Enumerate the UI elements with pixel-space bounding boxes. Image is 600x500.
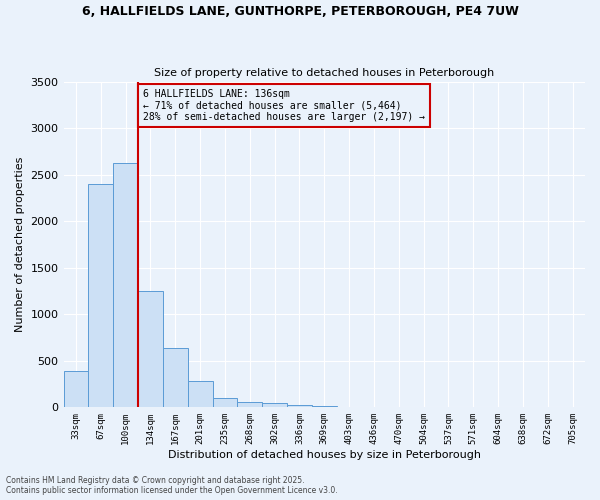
X-axis label: Distribution of detached houses by size in Peterborough: Distribution of detached houses by size … (168, 450, 481, 460)
Y-axis label: Number of detached properties: Number of detached properties (15, 157, 25, 332)
Bar (88, 184, 113, 408)
Title: Size of property relative to detached houses in Peterborough: Size of property relative to detached ho… (154, 68, 494, 78)
Bar (287, 404, 312, 407)
Bar (312, 406, 337, 407)
Bar (64, 371, 88, 408)
Bar (163, 348, 188, 408)
Text: 6, HALLFIELDS LANE, GUNTHORPE, PETERBOROUGH, PE4 7UW: 6, HALLFIELDS LANE, GUNTHORPE, PETERBORO… (82, 5, 518, 18)
Bar (337, 406, 362, 408)
Bar (212, 398, 238, 407)
Bar (138, 291, 163, 408)
Text: 6 HALLFIELDS LANE: 136sqm
← 71% of detached houses are smaller (5,464)
28% of se: 6 HALLFIELDS LANE: 136sqm ← 71% of detac… (143, 89, 425, 122)
Text: Contains HM Land Registry data © Crown copyright and database right 2025.
Contai: Contains HM Land Registry data © Crown c… (6, 476, 338, 495)
Bar (188, 381, 212, 407)
Bar (262, 403, 287, 407)
Bar (238, 402, 262, 407)
Bar (113, 164, 138, 408)
